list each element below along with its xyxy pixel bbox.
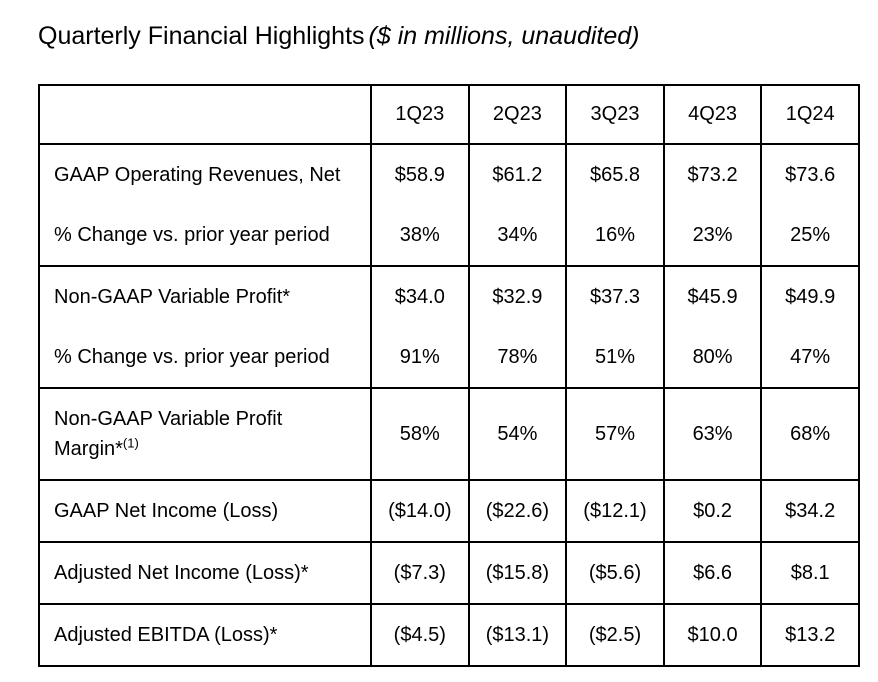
value-cell: ($7.3) bbox=[370, 542, 469, 604]
value-cell: 57% bbox=[565, 388, 664, 480]
value-cell: $6.6 bbox=[662, 542, 762, 604]
value-cell: 63% bbox=[662, 388, 762, 480]
table-section: Adjusted EBITDA (Loss)* ($4.5) ($13.1) ($2.… bbox=[38, 604, 859, 666]
column-header: 1Q23 bbox=[370, 85, 469, 144]
column-header: 3Q23 bbox=[565, 85, 664, 144]
table-row: Non-GAAP Variable Profit* $34.0 $32.9 $37.3… bbox=[38, 266, 859, 327]
table-row: % Change vs. prior year period 91% 78% 51% 8… bbox=[38, 327, 859, 388]
table-section: Non-GAAP Variable Profit* $34.0 $32.9 $37.3… bbox=[38, 266, 859, 388]
value-cell: $8.1 bbox=[760, 542, 859, 604]
table-section: GAAP Net Income (Loss) ($14.0) ($22.6) ($12… bbox=[38, 480, 859, 542]
table-row: % Change vs. prior year period 38% 34% 16% 2… bbox=[38, 205, 859, 266]
value-cell: 51% bbox=[565, 327, 664, 388]
row-label: Adjusted Net Income (Loss)* bbox=[38, 542, 371, 604]
page-title: Quarterly Financial Highlights ($ in mill… bbox=[38, 21, 878, 51]
table-row: GAAP Net Income (Loss) ($14.0) ($22.6) ($12… bbox=[38, 480, 859, 542]
value-cell: 47% bbox=[760, 327, 859, 388]
corner-cell bbox=[38, 85, 371, 144]
value-cell: ($22.6) bbox=[467, 480, 567, 542]
column-header: 4Q23 bbox=[662, 85, 762, 144]
row-label-text: Adjusted Net Income (Loss)* bbox=[54, 562, 309, 584]
row-label-text: Adjusted EBITDA (Loss)* bbox=[54, 624, 278, 646]
value-cell: $13.2 bbox=[760, 604, 859, 666]
title-note: ($ in millions, unaudited) bbox=[368, 22, 640, 50]
value-cell: 80% bbox=[662, 327, 762, 388]
value-cell: ($2.5) bbox=[565, 604, 664, 666]
value-cell: 16% bbox=[565, 205, 664, 266]
table-section: GAAP Operating Revenues, Net $58.9 $61.2 $6… bbox=[38, 144, 859, 266]
value-cell: 34% bbox=[467, 205, 567, 266]
row-label: % Change vs. prior year period bbox=[38, 327, 371, 388]
value-cell: ($14.0) bbox=[370, 480, 469, 542]
value-cell: $32.9 bbox=[467, 266, 567, 327]
value-cell: 54% bbox=[467, 388, 567, 480]
value-cell: ($15.8) bbox=[467, 542, 567, 604]
value-cell: $10.0 bbox=[662, 604, 762, 666]
value-cell: ($12.1) bbox=[565, 480, 664, 542]
header-row: 1Q23 2Q23 3Q23 4Q23 1Q24 bbox=[38, 85, 859, 144]
row-label-text: Non-GAAP Variable Profit* bbox=[54, 286, 291, 308]
value-cell: $73.2 bbox=[662, 144, 762, 205]
table-row: Adjusted Net Income (Loss)* ($7.3) ($15.8)… bbox=[38, 542, 859, 604]
value-cell: $61.2 bbox=[467, 144, 567, 205]
row-label: Non-GAAP Variable Profit Margin*(1) bbox=[38, 388, 371, 480]
title-main: Quarterly Financial Highlights bbox=[38, 22, 365, 50]
value-cell: $49.9 bbox=[760, 266, 859, 327]
row-label-text: Non-GAAP Variable Profit Margin*(1) bbox=[54, 408, 283, 460]
value-cell: $65.8 bbox=[565, 144, 664, 205]
financial-highlights-table: 1Q23 2Q23 3Q23 4Q23 1Q24 GAAP Operating Reve… bbox=[38, 84, 860, 667]
value-cell: 23% bbox=[662, 205, 762, 266]
row-label: Non-GAAP Variable Profit* bbox=[38, 266, 371, 327]
column-header: 1Q24 bbox=[760, 85, 859, 144]
row-label-text: % Change vs. prior year period bbox=[54, 224, 330, 246]
value-cell: ($5.6) bbox=[565, 542, 664, 604]
value-cell: 25% bbox=[760, 205, 859, 266]
row-label-text: % Change vs. prior year period bbox=[54, 346, 330, 368]
table-section: Non-GAAP Variable Profit Margin*(1) 58% 54… bbox=[38, 388, 859, 480]
value-cell: 78% bbox=[467, 327, 567, 388]
row-label-text: GAAP Operating Revenues, Net bbox=[54, 164, 341, 186]
value-cell: ($13.1) bbox=[467, 604, 567, 666]
value-cell: 68% bbox=[760, 388, 859, 480]
table-section: Adjusted Net Income (Loss)* ($7.3) ($15.8)… bbox=[38, 542, 859, 604]
value-cell: 58% bbox=[370, 388, 469, 480]
table-row: Non-GAAP Variable Profit Margin*(1) 58% 54… bbox=[38, 388, 859, 480]
table-row: GAAP Operating Revenues, Net $58.9 $61.2 $6… bbox=[38, 144, 859, 205]
value-cell: $34.2 bbox=[760, 480, 859, 542]
row-label: % Change vs. prior year period bbox=[38, 205, 371, 266]
column-header: 2Q23 bbox=[467, 85, 567, 144]
value-cell: $0.2 bbox=[662, 480, 762, 542]
value-cell: $58.9 bbox=[370, 144, 469, 205]
row-label-text: GAAP Net Income (Loss) bbox=[54, 500, 279, 522]
value-cell: $45.9 bbox=[662, 266, 762, 327]
row-label: GAAP Operating Revenues, Net bbox=[38, 144, 371, 205]
value-cell: 91% bbox=[370, 327, 469, 388]
row-label: Adjusted EBITDA (Loss)* bbox=[38, 604, 371, 666]
value-cell: $73.6 bbox=[760, 144, 859, 205]
table-row: Adjusted EBITDA (Loss)* ($4.5) ($13.1) ($2.… bbox=[38, 604, 859, 666]
value-cell: $37.3 bbox=[565, 266, 664, 327]
value-cell: ($4.5) bbox=[370, 604, 469, 666]
row-label: GAAP Net Income (Loss) bbox=[38, 480, 371, 542]
value-cell: $34.0 bbox=[370, 266, 469, 327]
value-cell: 38% bbox=[370, 205, 469, 266]
footnote-superscript: (1) bbox=[122, 435, 139, 451]
table-header: 1Q23 2Q23 3Q23 4Q23 1Q24 bbox=[38, 85, 859, 144]
